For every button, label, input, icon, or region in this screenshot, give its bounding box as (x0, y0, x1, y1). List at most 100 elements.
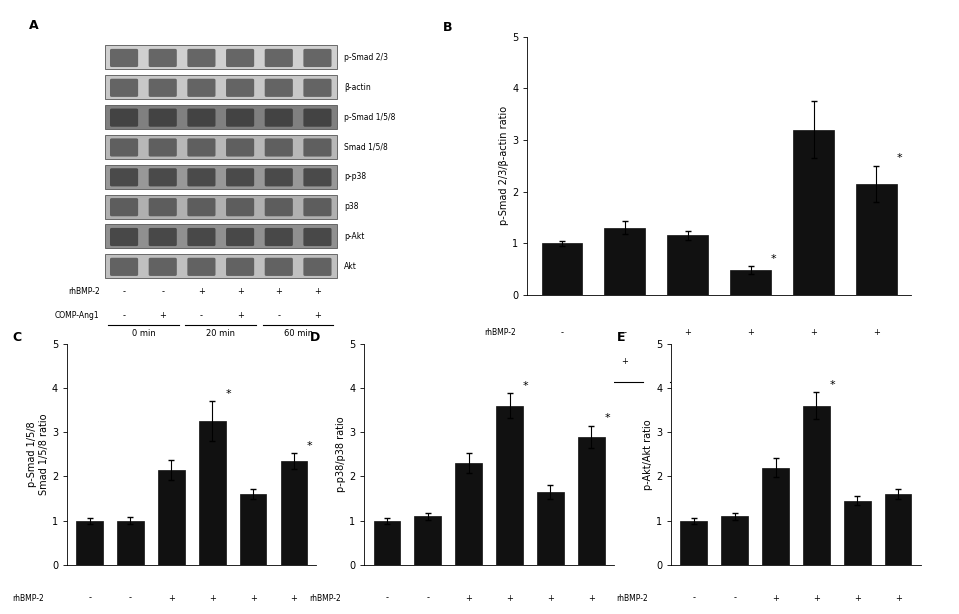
Bar (496, 406, 523, 565)
FancyBboxPatch shape (303, 109, 332, 126)
Text: -: - (692, 594, 695, 602)
Bar (762, 468, 789, 565)
Bar (414, 516, 441, 565)
FancyBboxPatch shape (303, 198, 332, 216)
FancyBboxPatch shape (265, 168, 292, 187)
Y-axis label: p-Smad 2/3/β-actin ratio: p-Smad 2/3/β-actin ratio (500, 106, 509, 225)
Text: A: A (29, 19, 38, 32)
Text: -: - (161, 287, 164, 297)
FancyBboxPatch shape (149, 109, 176, 126)
FancyBboxPatch shape (226, 49, 254, 67)
Text: +: + (547, 594, 554, 602)
Text: -: - (561, 328, 564, 337)
Text: +: + (465, 594, 472, 602)
Text: +: + (747, 357, 754, 365)
FancyBboxPatch shape (187, 258, 216, 276)
Text: -: - (734, 594, 737, 602)
Text: Akt: Akt (344, 262, 358, 271)
Bar (105, 76, 337, 99)
Text: +: + (237, 287, 244, 297)
Y-axis label: p-Smad 1/5/8
Smad 1/5/8 ratio: p-Smad 1/5/8 Smad 1/5/8 ratio (28, 414, 49, 495)
Bar (803, 406, 830, 565)
Text: +: + (685, 328, 691, 337)
Text: *: * (897, 154, 902, 163)
Text: COMP-Ang1: COMP-Ang1 (55, 311, 100, 320)
Text: -: - (199, 311, 203, 320)
FancyBboxPatch shape (265, 79, 292, 97)
Text: rhBMP-2: rhBMP-2 (68, 287, 100, 297)
Bar (793, 130, 834, 295)
Bar (721, 516, 748, 565)
FancyBboxPatch shape (110, 49, 138, 67)
Bar (105, 135, 337, 159)
Text: +: + (813, 594, 820, 602)
Text: 60 min: 60 min (830, 403, 859, 412)
Bar (578, 437, 604, 565)
FancyBboxPatch shape (149, 79, 176, 97)
Text: -: - (427, 594, 430, 602)
Text: *: * (523, 381, 528, 391)
Text: Smad 1/5/8: Smad 1/5/8 (344, 142, 388, 152)
Text: D: D (310, 330, 319, 344)
Y-axis label: p-Akt/Akt ratio: p-Akt/Akt ratio (643, 419, 653, 490)
FancyBboxPatch shape (110, 138, 138, 157)
Text: *: * (604, 413, 610, 424)
Bar (240, 494, 267, 565)
FancyBboxPatch shape (110, 168, 138, 187)
Text: -: - (123, 287, 126, 297)
FancyBboxPatch shape (187, 109, 216, 126)
FancyBboxPatch shape (149, 168, 176, 187)
Bar (374, 521, 400, 565)
Bar (199, 421, 225, 565)
FancyBboxPatch shape (149, 138, 176, 157)
Bar (730, 270, 771, 295)
Text: +: + (249, 594, 257, 602)
Text: -: - (386, 594, 388, 602)
Bar (117, 521, 144, 565)
Text: E: E (617, 330, 625, 344)
Text: +: + (747, 328, 754, 337)
FancyBboxPatch shape (226, 258, 254, 276)
Text: p-Smad 2/3: p-Smad 2/3 (344, 53, 388, 62)
Text: +: + (209, 594, 216, 602)
Text: 0 min: 0 min (581, 403, 605, 412)
FancyBboxPatch shape (187, 168, 216, 187)
Text: B: B (443, 21, 453, 34)
Bar (604, 228, 645, 295)
Text: rhBMP-2: rhBMP-2 (309, 594, 340, 602)
Text: +: + (314, 287, 321, 297)
FancyBboxPatch shape (226, 198, 254, 216)
Text: 20 min: 20 min (705, 403, 734, 412)
Text: *: * (830, 380, 835, 391)
FancyBboxPatch shape (149, 49, 176, 67)
FancyBboxPatch shape (226, 228, 254, 246)
FancyBboxPatch shape (265, 198, 292, 216)
FancyBboxPatch shape (265, 258, 292, 276)
Text: -: - (123, 311, 126, 320)
FancyBboxPatch shape (110, 198, 138, 216)
Bar (77, 521, 103, 565)
Bar (681, 521, 707, 565)
Bar (844, 501, 871, 565)
Text: rhBMP-2: rhBMP-2 (484, 328, 516, 337)
Y-axis label: p-p38/p38 ratio: p-p38/p38 ratio (337, 416, 346, 492)
FancyBboxPatch shape (187, 198, 216, 216)
Text: -: - (129, 594, 132, 602)
Bar (105, 195, 337, 219)
Text: p-Smad 1/5/8: p-Smad 1/5/8 (344, 112, 396, 122)
Text: -: - (277, 311, 280, 320)
FancyBboxPatch shape (110, 79, 138, 97)
Text: rhBMP-2: rhBMP-2 (12, 594, 43, 602)
Text: -: - (88, 594, 91, 602)
Text: p-Akt: p-Akt (344, 232, 364, 241)
FancyBboxPatch shape (187, 138, 216, 157)
FancyBboxPatch shape (110, 258, 138, 276)
Text: COMP-Ang1: COMP-Ang1 (484, 357, 528, 365)
Text: +: + (314, 311, 321, 320)
Bar (158, 470, 185, 565)
FancyBboxPatch shape (149, 198, 176, 216)
Bar (105, 45, 337, 69)
FancyBboxPatch shape (226, 138, 254, 157)
Bar (885, 494, 911, 565)
Bar (537, 492, 564, 565)
